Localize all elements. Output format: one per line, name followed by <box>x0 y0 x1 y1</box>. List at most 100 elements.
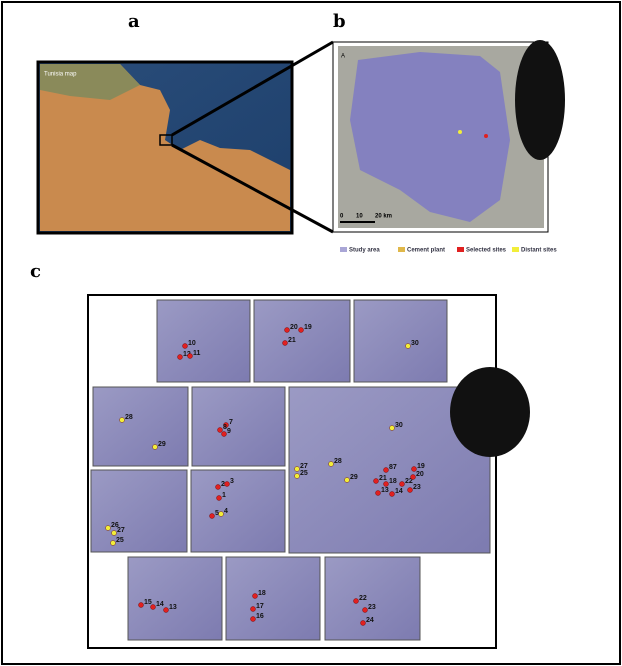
site-dot <box>400 482 405 487</box>
north-arrow: A <box>341 54 345 60</box>
site-label: 14 <box>156 601 164 608</box>
site-dot <box>374 479 379 484</box>
site-label: 18 <box>389 478 397 485</box>
site-label: 25 <box>116 537 124 544</box>
site-dot <box>363 608 368 613</box>
scale-label: 20 km <box>375 214 392 220</box>
site-label: 17 <box>256 603 264 610</box>
site-dot <box>329 462 334 467</box>
legend-label: Cement plant <box>407 248 445 254</box>
site-label: 1 <box>222 492 226 499</box>
site-label: 29 <box>158 441 166 448</box>
site-dot <box>210 514 215 519</box>
site-label: 27 <box>117 527 125 534</box>
scale-label: 10 <box>356 214 363 220</box>
site-dot <box>120 418 125 423</box>
site-dot <box>225 482 230 487</box>
site-dot <box>376 491 381 496</box>
site-dot <box>283 341 288 346</box>
site-dot <box>251 617 256 622</box>
figure: Study area Cement plant Selected sites Dist… <box>0 0 622 666</box>
site-dot <box>183 344 188 349</box>
site-label: 9 <box>227 428 231 435</box>
site-dot <box>390 492 395 497</box>
site-dot <box>384 468 389 473</box>
image-tile <box>128 557 222 640</box>
legend-swatch <box>512 247 519 252</box>
site-dot <box>408 488 413 493</box>
image-tile <box>254 300 350 382</box>
site-dot <box>216 485 221 490</box>
site-label: 11 <box>193 350 201 357</box>
site-dot <box>251 607 256 612</box>
sea-area <box>450 367 530 457</box>
site-dot <box>354 599 359 604</box>
site-label: 28 <box>125 414 133 421</box>
site-label: 19 <box>304 324 312 331</box>
legend: Study area Cement plant Selected sites Dist… <box>340 247 557 254</box>
image-tile <box>93 387 188 466</box>
site-label: 7 <box>229 419 233 426</box>
image-tile <box>354 300 447 382</box>
site-label: 87 <box>389 464 397 471</box>
image-tile <box>192 387 285 466</box>
site-dot <box>106 526 111 531</box>
site-dot <box>139 603 144 608</box>
site-dot <box>411 475 416 480</box>
map-title: Tunisia map <box>44 72 77 78</box>
site-label: 22 <box>359 595 367 602</box>
site-label: 23 <box>368 604 376 611</box>
site-label: 18 <box>258 590 266 597</box>
legend-swatch <box>340 247 347 252</box>
site-label: 13 <box>169 604 177 611</box>
site-label: 3 <box>230 478 234 485</box>
site-dot <box>164 608 169 613</box>
legend-label: Study area <box>349 248 380 254</box>
site-label: 23 <box>413 484 421 491</box>
panel-label: c <box>30 261 41 282</box>
site-label: 14 <box>395 488 403 495</box>
site-dot <box>390 426 395 431</box>
site-label: 21 <box>379 475 387 482</box>
site-label: 24 <box>366 617 374 624</box>
site-dot <box>484 134 488 138</box>
legend-swatch <box>398 247 405 252</box>
site-dot <box>285 328 290 333</box>
site-dot <box>153 445 158 450</box>
site-label: 15 <box>144 599 152 606</box>
site-dot <box>295 474 300 479</box>
image-tile <box>325 557 420 640</box>
image-tile <box>157 300 250 382</box>
site-label: 27 <box>300 463 308 470</box>
site-dot <box>299 328 304 333</box>
site-label: 10 <box>188 340 196 347</box>
site-label: 16 <box>256 613 264 620</box>
image-tile <box>191 470 285 552</box>
site-dot <box>111 541 116 546</box>
site-dot <box>151 605 156 610</box>
site-label: 20 <box>290 324 298 331</box>
sea-area <box>515 40 565 160</box>
page: {"panels": {"a": "a", "b": "b", "c": "c"… <box>0 0 622 666</box>
site-dot <box>219 512 224 517</box>
site-label: 25 <box>300 470 308 477</box>
site-dot <box>222 432 227 437</box>
legend-swatch <box>457 247 464 252</box>
image-tile <box>91 470 187 552</box>
site-label: 30 <box>411 340 419 347</box>
site-label: 28 <box>334 458 342 465</box>
site-label: 30 <box>395 422 403 429</box>
site-dot <box>188 354 193 359</box>
site-dot <box>217 496 222 501</box>
legend-label: Selected sites <box>466 248 507 254</box>
site-dot <box>345 478 350 483</box>
panel-label: a <box>128 11 140 32</box>
site-label: 20 <box>416 471 424 478</box>
panel-label: b <box>333 11 346 32</box>
site-label: 29 <box>350 474 358 481</box>
site-dot <box>178 355 183 360</box>
site-dot <box>295 467 300 472</box>
legend-label: Distant sites <box>521 248 557 254</box>
site-label: 19 <box>417 463 425 470</box>
site-dot <box>384 482 389 487</box>
